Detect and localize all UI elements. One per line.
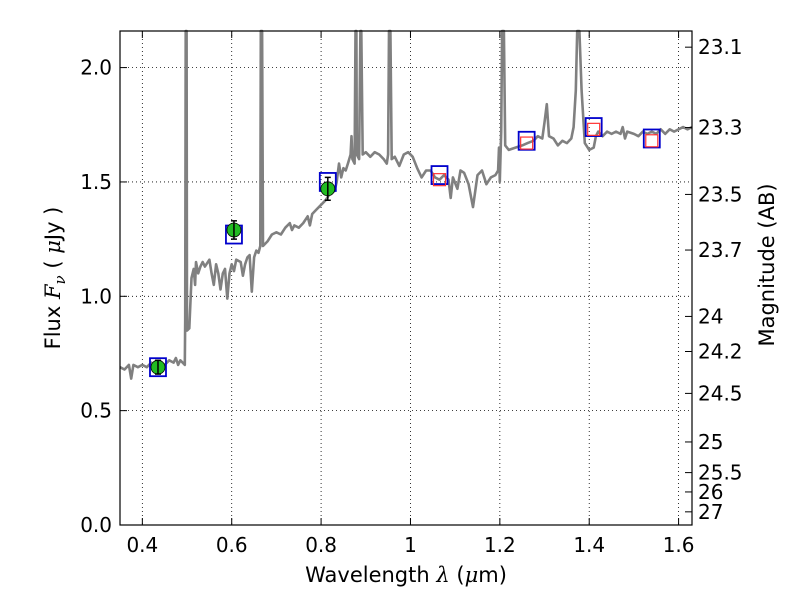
model-photometry-square	[517, 130, 536, 151]
x-axis-title: Wavelength λ (μm)	[305, 563, 507, 587]
mag-tick-label: 23.1	[698, 35, 743, 59]
mag-tick-label: 25.5	[698, 461, 743, 485]
x-tick-label: 1.6	[663, 533, 695, 557]
plot-frame	[119, 30, 693, 526]
y-tick-label: 1.0	[80, 284, 112, 308]
mag-tick-label: 24.2	[698, 340, 743, 364]
mag-tick-label: 23.5	[698, 182, 743, 206]
synthetic-photometry-square	[520, 136, 534, 150]
photometry-markers	[149, 117, 661, 378]
mag-tick-label: 24	[698, 304, 723, 328]
synthetic-photometry-square	[645, 134, 659, 148]
x-tick-label: 1	[404, 533, 417, 557]
mag-tick-label: 23.7	[698, 238, 743, 262]
y-axis-title: Flux Fν ( μJy )	[41, 207, 69, 350]
mag-tick-label: 24.5	[698, 381, 743, 405]
y2-axis-title: Magnitude (AB)	[755, 183, 779, 346]
synthetic-photometry-square	[432, 173, 447, 187]
axis-ticks: 0.4 0.6 0.8 1 1.2 1.4 1.6 0.0 0.5 1.0 1.5 2.0 23.1 23…	[80, 31, 743, 557]
x-tick-label: 0.4	[126, 533, 158, 557]
y-tick-label: 0.0	[80, 513, 112, 537]
model-photometry-square	[149, 357, 167, 378]
x-tick-label: 0.8	[305, 533, 337, 557]
model-photometry-square	[430, 165, 449, 185]
x-tick-label: 1.2	[484, 533, 516, 557]
mag-tick-label: 26	[698, 480, 723, 504]
mag-tick-label: 27	[698, 500, 723, 524]
x-tick-label: 0.6	[216, 533, 248, 557]
mag-tick-label: 25	[698, 430, 723, 454]
model-photometry-square	[584, 117, 603, 137]
y-tick-label: 2.0	[80, 56, 112, 80]
x-tick-label: 1.4	[573, 533, 605, 557]
y-tick-label: 0.5	[80, 399, 112, 423]
synthetic-photometry-square	[587, 122, 601, 136]
mag-tick-label: 23.3	[698, 116, 743, 140]
y-tick-label: 1.5	[80, 170, 112, 194]
model-photometry-square	[642, 128, 661, 149]
